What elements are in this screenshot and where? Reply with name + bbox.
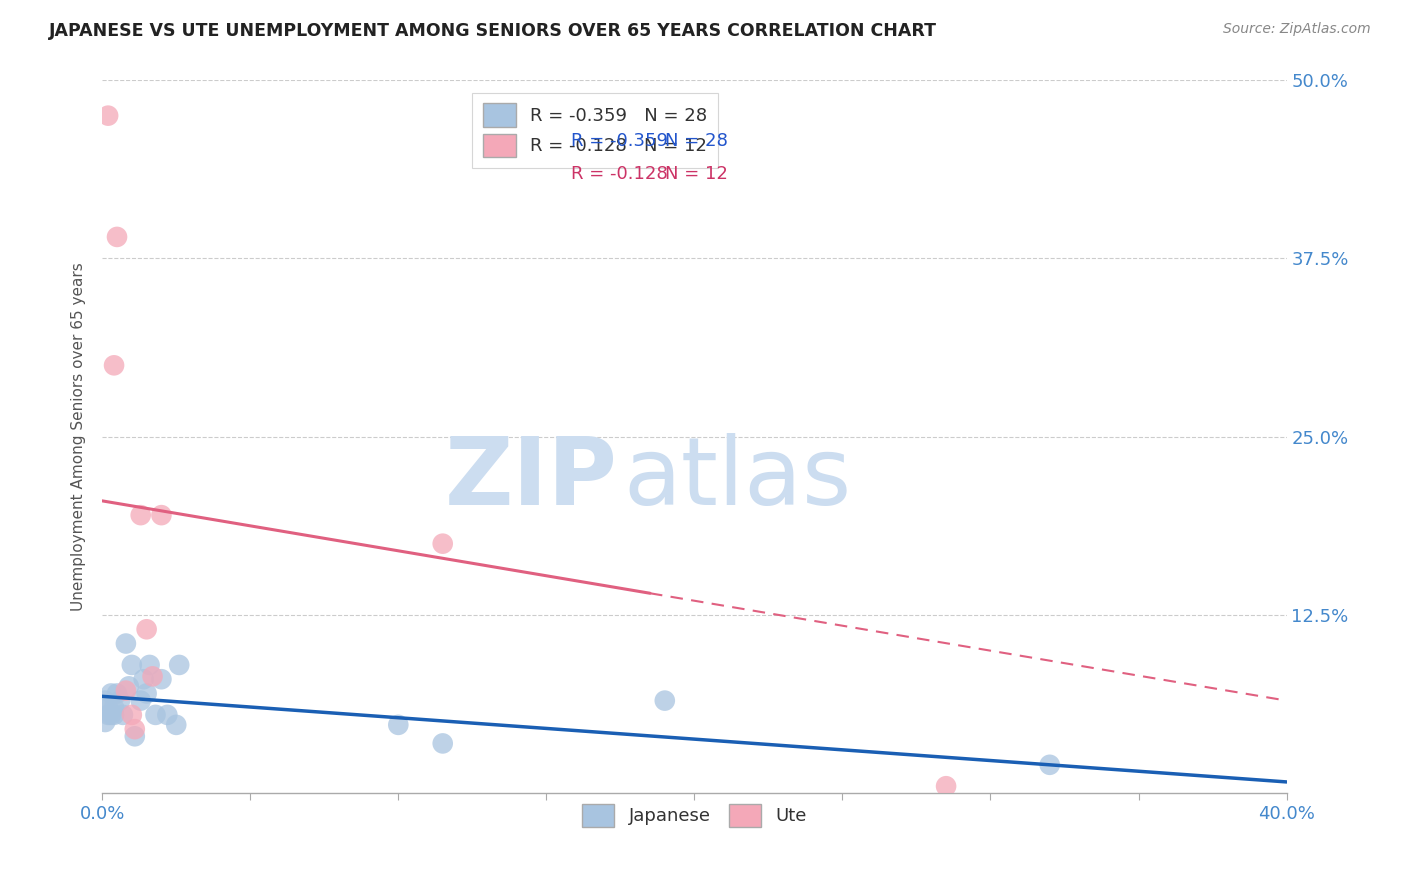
Point bbox=[141, 669, 163, 683]
Point bbox=[108, 693, 131, 707]
Point bbox=[129, 508, 152, 523]
Point bbox=[103, 707, 125, 722]
Point bbox=[97, 109, 120, 123]
Point bbox=[132, 672, 155, 686]
Point bbox=[432, 736, 454, 750]
Point bbox=[165, 718, 187, 732]
Point bbox=[135, 622, 157, 636]
Text: N = 12: N = 12 bbox=[665, 165, 727, 183]
Text: R = -0.128: R = -0.128 bbox=[571, 165, 668, 183]
Point bbox=[138, 657, 160, 672]
Point bbox=[97, 707, 120, 722]
Point bbox=[118, 679, 141, 693]
Point bbox=[935, 779, 957, 793]
Text: R = -0.359: R = -0.359 bbox=[571, 132, 668, 150]
Point bbox=[156, 707, 179, 722]
Point bbox=[121, 707, 143, 722]
Point bbox=[105, 230, 128, 244]
Point bbox=[135, 686, 157, 700]
Legend: Japanese, Ute: Japanese, Ute bbox=[575, 797, 814, 834]
Point bbox=[111, 707, 134, 722]
Point bbox=[145, 707, 167, 722]
Point bbox=[150, 672, 173, 686]
Point bbox=[124, 729, 146, 743]
Point bbox=[94, 693, 117, 707]
Point bbox=[150, 508, 173, 523]
Point bbox=[115, 683, 138, 698]
Text: JAPANESE VS UTE UNEMPLOYMENT AMONG SENIORS OVER 65 YEARS CORRELATION CHART: JAPANESE VS UTE UNEMPLOYMENT AMONG SENIO… bbox=[49, 22, 938, 40]
Text: atlas: atlas bbox=[623, 434, 852, 525]
Point bbox=[124, 722, 146, 736]
Point bbox=[97, 700, 120, 714]
Y-axis label: Unemployment Among Seniors over 65 years: Unemployment Among Seniors over 65 years bbox=[72, 262, 86, 611]
Text: Source: ZipAtlas.com: Source: ZipAtlas.com bbox=[1223, 22, 1371, 37]
Point bbox=[1039, 757, 1062, 772]
Point bbox=[100, 686, 122, 700]
Point bbox=[94, 714, 117, 729]
Point bbox=[103, 700, 125, 714]
Point bbox=[115, 636, 138, 650]
Point bbox=[387, 718, 409, 732]
Point bbox=[432, 536, 454, 550]
Point bbox=[129, 693, 152, 707]
Point bbox=[167, 657, 190, 672]
Text: N = 28: N = 28 bbox=[665, 132, 727, 150]
Point bbox=[121, 657, 143, 672]
Point bbox=[100, 707, 122, 722]
Point bbox=[105, 686, 128, 700]
Point bbox=[103, 359, 125, 373]
Text: ZIP: ZIP bbox=[444, 434, 617, 525]
Point bbox=[654, 693, 676, 707]
